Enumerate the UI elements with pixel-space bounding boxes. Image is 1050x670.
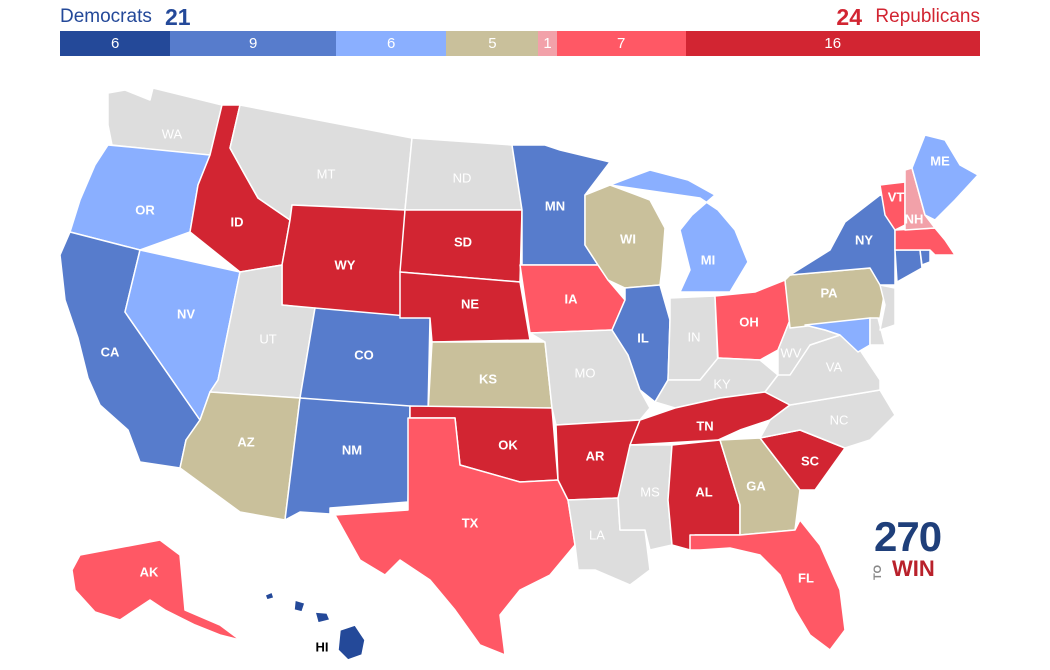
state-MI[interactable] (609, 169, 749, 293)
democrats-label: Democrats (60, 6, 152, 27)
state-VT[interactable] (879, 181, 906, 231)
logo-to: TO (872, 564, 884, 580)
rating-bar: 6 9 6 5 1 7 16 (60, 31, 980, 56)
state-MA[interactable] (894, 227, 956, 256)
state-label-HI: HI (316, 639, 329, 654)
rating-bar-segment-2[interactable]: 6 (335, 31, 447, 56)
rating-bar-segment-6[interactable]: 16 (685, 31, 980, 56)
state-WA[interactable] (107, 87, 223, 156)
header: Democrats 21 24 Republicans (60, 4, 980, 30)
rating-bar-segment-0[interactable]: 6 (60, 31, 171, 56)
state-OR[interactable] (69, 144, 211, 251)
state-HI-islands (264, 591, 331, 624)
state-SD[interactable] (399, 209, 523, 283)
rating-bar-segment-3[interactable]: 5 (446, 31, 539, 56)
state-RI[interactable] (919, 249, 931, 266)
democrats-total: 21 (165, 4, 191, 30)
republicans-label: Republicans (875, 6, 980, 27)
270towin-logo[interactable]: 270 TO WIN (870, 516, 950, 582)
rating-bar-segment-4[interactable]: 1 (538, 31, 557, 56)
state-FL[interactable] (689, 519, 846, 651)
rating-bar-segment-5[interactable]: 7 (556, 31, 686, 56)
state-NM[interactable] (284, 397, 411, 521)
state-AK[interactable] (71, 539, 241, 641)
state-TX[interactable] (334, 417, 576, 656)
state-WY[interactable] (281, 204, 406, 319)
rating-bar-segment-1[interactable]: 9 (170, 31, 336, 56)
state-ND[interactable] (404, 137, 523, 211)
logo-win: WIN (892, 556, 935, 581)
state-CO[interactable] (299, 307, 431, 413)
republicans-total: 24 (836, 4, 862, 30)
state-KS[interactable] (427, 341, 553, 413)
state-HI[interactable] (337, 624, 366, 661)
state-ME[interactable] (911, 134, 979, 221)
logo-number: 270 (874, 513, 942, 560)
state-IL[interactable] (611, 284, 671, 403)
state-DE[interactable] (869, 317, 886, 346)
state-CT[interactable] (894, 249, 923, 283)
state-NJ[interactable] (879, 284, 896, 331)
